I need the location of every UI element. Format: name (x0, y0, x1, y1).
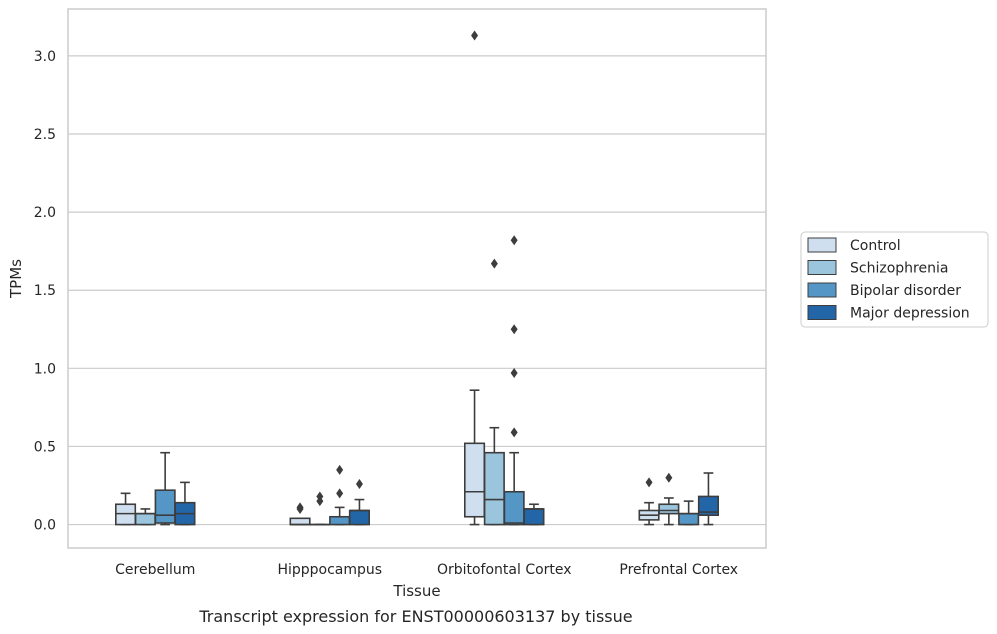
box (309, 491, 331, 526)
legend-swatch (807, 305, 837, 320)
box-iqr (329, 515, 351, 526)
legend-swatch (807, 282, 837, 298)
box (174, 481, 196, 526)
x-tick-label: Cerebellum (115, 562, 195, 578)
x-axis-title: Tissue (392, 582, 440, 600)
box-iqr (483, 451, 505, 526)
outlier-point (665, 472, 673, 483)
box-iqr (134, 512, 156, 526)
box (463, 30, 486, 526)
grid-lines (68, 55, 766, 526)
y-tick-label: 1.5 (34, 283, 56, 299)
outlier-point (645, 477, 653, 488)
box-iqr (348, 509, 371, 526)
box (348, 478, 371, 526)
box (483, 258, 505, 526)
box-iqr (697, 495, 720, 516)
box-iqr (503, 490, 525, 526)
box (134, 508, 156, 526)
box-iqr (154, 489, 176, 524)
outlier-point (296, 503, 304, 514)
outlier-point (316, 496, 324, 507)
legend: Control Schizophrenia Bipolar disorder Majo… (800, 231, 989, 328)
box (697, 472, 720, 526)
box-iqr (523, 508, 545, 526)
y-tick-label: 3.0 (34, 49, 56, 65)
legend-label: Major depression (850, 306, 970, 322)
box (678, 500, 700, 526)
box (154, 451, 176, 526)
legend-label: Bipolar disorder (850, 283, 961, 299)
box (658, 472, 680, 526)
x-tick-label: Hipppocampus (277, 562, 382, 578)
box (638, 477, 660, 526)
outlier-point (490, 258, 498, 269)
legend-swatch (807, 260, 837, 275)
outlier-point (336, 488, 344, 499)
x-tick-label: Prefrontal Cortex (619, 562, 738, 578)
chart-caption: Transcript expression for ENST0000060313… (198, 607, 632, 626)
legend-frame (800, 231, 989, 328)
y-axis-ticks: 0.0 0.5 1.0 1.5 2.0 2.5 3.0 (34, 49, 56, 534)
box-iqr (463, 442, 486, 518)
box (503, 235, 525, 526)
x-axis-ticks: Cerebellum Hipppocampus Orbitofontal Corte… (115, 562, 738, 578)
outlier-point (510, 324, 518, 335)
box (289, 502, 311, 526)
box (329, 464, 351, 526)
outlier-point (471, 30, 479, 41)
outlier-point (355, 478, 363, 489)
outlier-point (510, 427, 518, 438)
legend-label: Control (850, 238, 901, 254)
legend-label: Schizophrenia (850, 261, 948, 277)
outlier-point (510, 235, 518, 246)
outlier-point (336, 464, 344, 475)
box-iqr (289, 517, 311, 526)
box-iqr (678, 512, 700, 526)
box-series (115, 30, 720, 526)
y-tick-label: 1.0 (34, 361, 56, 377)
y-tick-label: 0.5 (34, 439, 56, 455)
y-tick-label: 0.0 (34, 518, 56, 534)
box-iqr (658, 503, 680, 515)
outlier-point (510, 368, 518, 379)
x-tick-label: Orbitofontal Cortex (437, 562, 572, 578)
box (523, 503, 545, 526)
y-tick-label: 2.5 (34, 127, 56, 143)
y-axis-title: TPMs (7, 259, 25, 299)
legend-swatch (807, 237, 837, 253)
box (115, 492, 137, 526)
plot-area (67, 8, 767, 549)
y-tick-label: 2.0 (34, 205, 56, 221)
